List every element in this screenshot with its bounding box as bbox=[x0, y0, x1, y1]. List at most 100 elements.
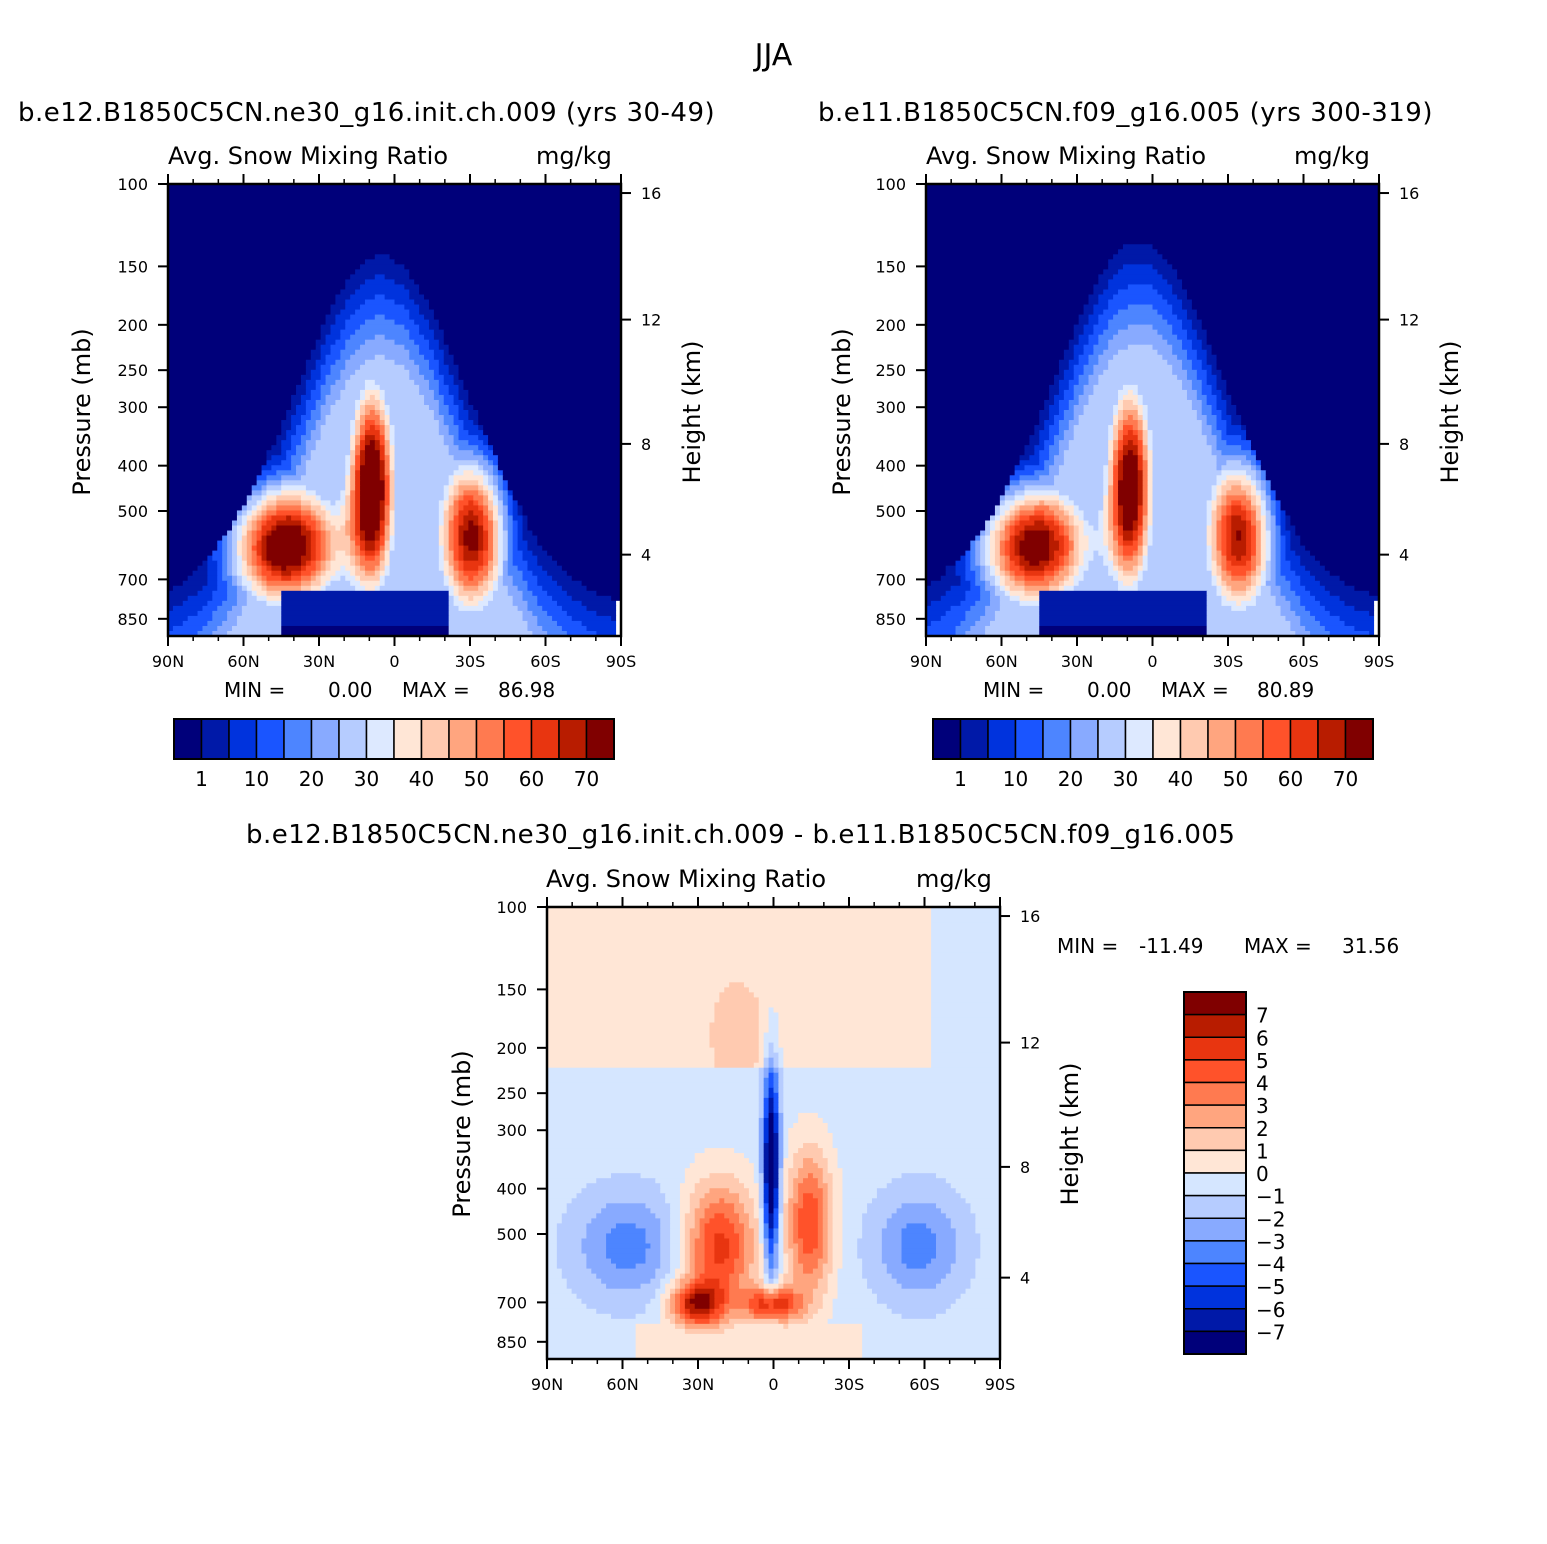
panel-2-x-tick-label: 90S bbox=[1364, 652, 1395, 671]
panel-1-x-tick-label: 90S bbox=[606, 652, 637, 671]
panel-1-units-label: mg/kg bbox=[536, 142, 612, 170]
panel-3-x-tick-label: 0 bbox=[768, 1375, 778, 1394]
panel-3-colorbar-label: −5 bbox=[1256, 1275, 1285, 1299]
panel-3-colorbar-box bbox=[1183, 1149, 1247, 1174]
panel-2-colorbar-label: 60 bbox=[1278, 767, 1303, 791]
panel-1-colorbar-box bbox=[365, 718, 395, 760]
panel-3-y-tick-label: 300 bbox=[496, 1121, 527, 1140]
panel-1-colorbar-box bbox=[448, 718, 478, 760]
panel-1-y-right-tick-label: 4 bbox=[641, 546, 651, 565]
panel-1-colorbar-box bbox=[283, 718, 313, 760]
panel-3-colorbar-box bbox=[1183, 1240, 1247, 1265]
panel-2-colorbar-box bbox=[1317, 718, 1347, 760]
panel-2-colorbar-box bbox=[1207, 718, 1237, 760]
panel-2-colorbar-label: 40 bbox=[1168, 767, 1193, 791]
panel-1-colorbar-label: 20 bbox=[299, 767, 324, 791]
panel-3-x-tick-label: 90N bbox=[531, 1375, 563, 1394]
panel-1-colorbar-label: 30 bbox=[354, 767, 379, 791]
panel-2-colorbar-label: 70 bbox=[1333, 767, 1358, 791]
panel-1-y-tick-label: 300 bbox=[117, 398, 148, 417]
panel-2-field bbox=[926, 184, 1380, 637]
panel-2-y-right-tick-label: 8 bbox=[1399, 435, 1409, 454]
panel-2-y-tick-label: 150 bbox=[875, 257, 906, 276]
panel-3-y-tick-label: 100 bbox=[496, 898, 527, 917]
panel-1-colorbar-label: 40 bbox=[409, 767, 434, 791]
panel-2-units-label: mg/kg bbox=[1294, 142, 1370, 170]
panel-3-y-tick-label: 150 bbox=[496, 980, 527, 999]
panel-2-min-value: 0.00 bbox=[1087, 678, 1132, 702]
panel-1-max-value: 86.98 bbox=[498, 678, 556, 702]
panel-3-colorbar-label: 6 bbox=[1256, 1026, 1269, 1050]
panel-3-x-tick-label: 60S bbox=[909, 1375, 940, 1394]
panel-1-colorbar-box bbox=[503, 718, 533, 760]
panel-2-x-tick-label: 30N bbox=[1061, 652, 1093, 671]
panel-3-colorbar-box bbox=[1183, 1013, 1247, 1038]
panel-1-y-tick-label: 850 bbox=[117, 610, 148, 629]
panel-3-y-tick-label: 200 bbox=[496, 1039, 527, 1058]
panel-1-y-tick-label: 150 bbox=[117, 257, 148, 276]
panel-2-colorbar-box bbox=[987, 718, 1017, 760]
panel-3-colorbar-label: −1 bbox=[1256, 1185, 1285, 1209]
panel-2-colorbar-box bbox=[1069, 718, 1099, 760]
panel-3-max-value: 31.56 bbox=[1342, 934, 1400, 958]
panel-1-colorbar-label: 70 bbox=[574, 767, 599, 791]
panel-3-colorbar-box bbox=[1183, 1330, 1247, 1355]
panel-2-y-right-tick-label: 12 bbox=[1399, 311, 1419, 330]
panel-2-y-right-tick-label: 16 bbox=[1399, 184, 1419, 203]
panel-2-y-tick-label: 300 bbox=[875, 398, 906, 417]
panel-3-colorbar-box bbox=[1183, 1194, 1247, 1219]
panel-2-x-tick-label: 0 bbox=[1147, 652, 1157, 671]
panel-1-x-tick-label: 60S bbox=[530, 652, 561, 671]
panel-3-colorbar-frame bbox=[1183, 991, 1247, 1355]
panel-2-colorbar-box bbox=[1262, 718, 1292, 760]
panel-1-colorbar-box bbox=[393, 718, 423, 760]
panel-3-colorbar-label: 0 bbox=[1256, 1162, 1269, 1186]
panel-2-colorbar-box bbox=[1014, 718, 1044, 760]
panel-3-max-label: MAX = bbox=[1244, 934, 1312, 958]
panel-1-x-tick-label: 90N bbox=[152, 652, 184, 671]
panel-1-colorbar-box bbox=[173, 718, 203, 760]
panel-1-min-label: MIN = bbox=[224, 678, 286, 702]
panel-3-y-tick-label: 850 bbox=[496, 1333, 527, 1352]
panel-2-y-tick-label: 200 bbox=[875, 316, 906, 335]
panel-3-x-tick-label: 30S bbox=[834, 1375, 865, 1394]
panel-2-y-right-tick-label: 4 bbox=[1399, 546, 1409, 565]
panel-1-colorbar-frame bbox=[173, 718, 615, 760]
panel-3-title: b.e12.B1850C5CN.ne30_g16.init.ch.009 - b… bbox=[246, 820, 1236, 850]
panel-1-y-tick-label: 250 bbox=[117, 361, 148, 380]
panel-2-colorbar-box bbox=[1097, 718, 1127, 760]
panel-3-y-tick-label: 400 bbox=[496, 1180, 527, 1199]
panel-3-colorbar-box bbox=[1183, 1127, 1247, 1152]
panel-2-max-label: MAX = bbox=[1161, 678, 1229, 702]
panel-1-y-tick-label: 400 bbox=[117, 457, 148, 476]
panel-1-x-tick-label: 30N bbox=[303, 652, 335, 671]
panel-2-variable-label: Avg. Snow Mixing Ratio bbox=[926, 142, 1207, 170]
panel-3-colorbar-label: 2 bbox=[1256, 1117, 1269, 1141]
panel-3-min-label: MIN = bbox=[1057, 934, 1119, 958]
panel-2-y-tick-label: 250 bbox=[875, 361, 906, 380]
panel-3-y-tick-label: 250 bbox=[496, 1084, 527, 1103]
panel-2-x-tick-label: 60S bbox=[1288, 652, 1319, 671]
page-title: JJA bbox=[754, 38, 793, 73]
panel-3-colorbar-box bbox=[1183, 991, 1247, 1016]
panel-3-ylabel-right: Height (km) bbox=[1056, 1062, 1084, 1206]
panel-3-colorbar-label: −4 bbox=[1256, 1253, 1285, 1277]
panel-3-colorbar-label: −2 bbox=[1256, 1207, 1285, 1231]
panel-3-y-right-tick-label: 4 bbox=[1020, 1269, 1030, 1288]
panel-2-y-tick-label: 500 bbox=[875, 502, 906, 521]
panel-3-y-tick-label: 500 bbox=[496, 1225, 527, 1244]
panel-2-x-tick-label: 30S bbox=[1213, 652, 1244, 671]
panel-3-colorbar-box bbox=[1183, 1262, 1247, 1287]
panel-3-x-tick-label: 30N bbox=[682, 1375, 714, 1394]
panel-2-colorbar-box bbox=[1152, 718, 1182, 760]
panel-3-ylabel: Pressure (mb) bbox=[448, 1050, 476, 1218]
panel-3-colorbar-box bbox=[1183, 1285, 1247, 1310]
panel-1-colorbar-box bbox=[228, 718, 258, 760]
panel-3-colorbar-box bbox=[1183, 1308, 1247, 1333]
panel-1-y-tick-label: 700 bbox=[117, 570, 148, 589]
panel-2-colorbar-label: 10 bbox=[1003, 767, 1028, 791]
panel-3-colorbar-label: −7 bbox=[1256, 1320, 1285, 1344]
panel-2-colorbar-box bbox=[1289, 718, 1319, 760]
panel-2-colorbar-box bbox=[1234, 718, 1264, 760]
